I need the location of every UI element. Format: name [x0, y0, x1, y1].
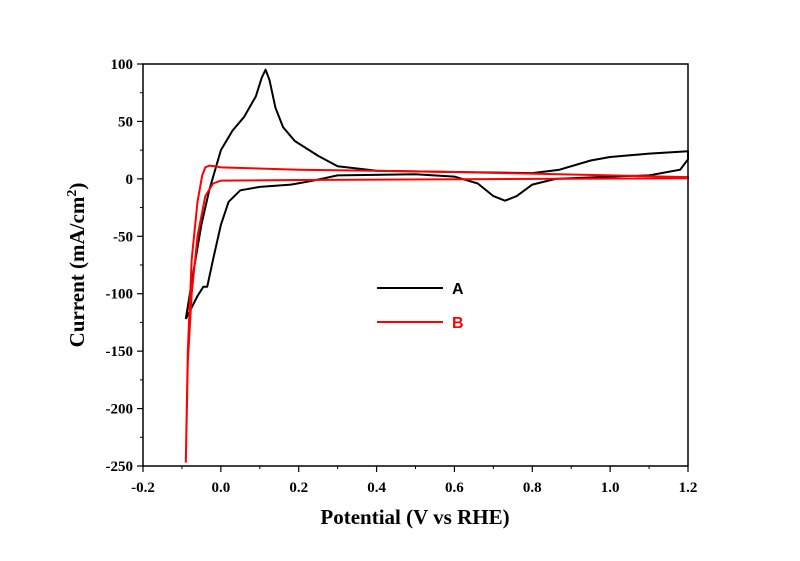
y-tick-label: -50: [113, 229, 133, 245]
y-tick-label: 50: [118, 114, 133, 130]
y-axis-label: Current (mA/cm2): [65, 183, 89, 348]
plot-frame: [142, 63, 689, 467]
x-tick-label: 0.2: [289, 480, 308, 496]
y-tick-label: -100: [106, 287, 134, 303]
legend-label-a: A: [452, 281, 464, 298]
legend-label-b: B: [452, 315, 464, 332]
y-tick-label: -200: [106, 402, 134, 418]
y-tick-label: 0: [126, 172, 134, 188]
x-tick-label: 1.2: [679, 480, 698, 496]
x-tick-label: -0.2: [131, 480, 155, 496]
y-tick-label: 100: [111, 57, 134, 73]
x-tick-label: 0.4: [367, 480, 386, 496]
y-tick-label: -150: [106, 344, 134, 360]
y-tick-label: -250: [106, 459, 134, 475]
x-tick-label: 1.0: [601, 480, 620, 496]
series-A-line: [184, 68, 689, 320]
x-tick-label: 0.6: [445, 480, 464, 496]
x-tick-label: 0.8: [523, 480, 542, 496]
legend: A B: [377, 281, 464, 332]
series-B-line: [184, 164, 689, 463]
x-axis-label: Potential (V vs RHE): [320, 505, 509, 529]
x-tick-label: 0.0: [211, 480, 230, 496]
